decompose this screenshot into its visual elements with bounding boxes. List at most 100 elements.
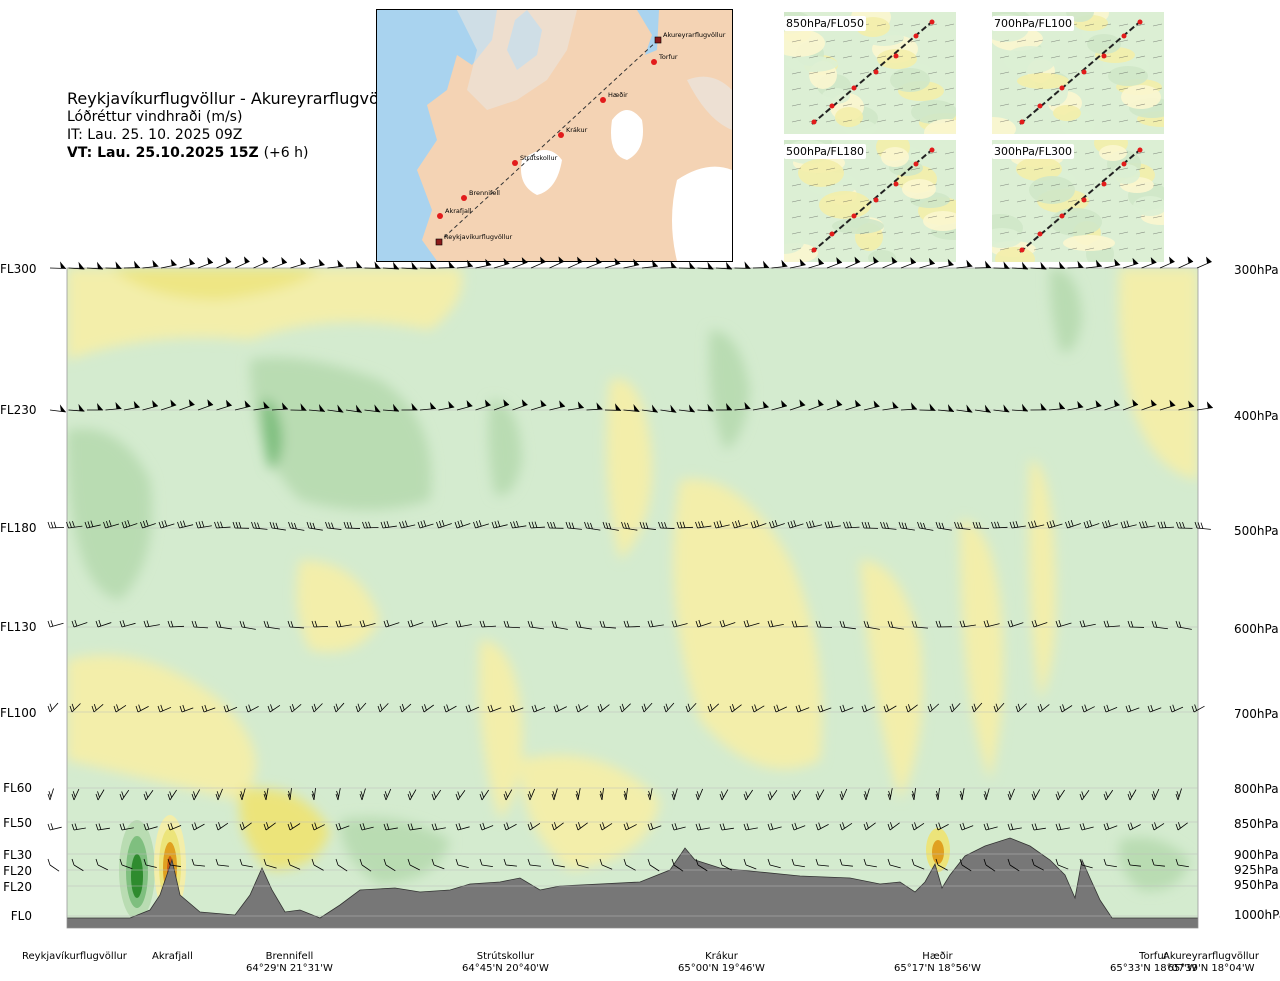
- wind-barb: [1079, 790, 1090, 801]
- wind-barb: [1125, 704, 1140, 713]
- wind-barb: [658, 521, 675, 529]
- wind-barb: [335, 858, 348, 872]
- wind-barb: [311, 703, 323, 713]
- pressure-label: 1000hPa: [1234, 908, 1280, 922]
- wind-barb: [290, 257, 306, 269]
- location-name: Reykjavíkurflugvöllur: [22, 951, 127, 962]
- wind-barb: [510, 520, 527, 529]
- wind-barb: [808, 399, 824, 411]
- wind-barb: [719, 619, 736, 628]
- wind-barb: [191, 620, 208, 629]
- route-point: [1121, 33, 1127, 39]
- wind-barb: [551, 788, 558, 801]
- wind-barb: [167, 789, 177, 801]
- wind-barb: [887, 788, 893, 801]
- wind-barb: [647, 858, 660, 872]
- wind-barb: [817, 704, 832, 713]
- wind-barb: [773, 704, 788, 713]
- wind-barb: [239, 788, 246, 801]
- wind-barb: [287, 788, 292, 801]
- wind-barb: [575, 858, 589, 869]
- fl-label: FL130: [0, 620, 37, 634]
- wind-barb: [959, 822, 974, 831]
- wind-barb: [71, 823, 86, 831]
- wind-barb: [815, 789, 825, 801]
- route-point: [893, 53, 899, 59]
- wind-barb: [641, 259, 658, 269]
- fl-label: FL0: [10, 909, 32, 923]
- route-point: [829, 231, 835, 237]
- wind-barb: [345, 260, 363, 269]
- wind-barb: [195, 520, 212, 529]
- wind-barb: [359, 858, 372, 872]
- wind-barb: [743, 823, 758, 831]
- wind-barb: [143, 620, 160, 628]
- wind-barb: [359, 620, 376, 628]
- route-point: [873, 197, 879, 203]
- wind-barb: [383, 823, 398, 831]
- wind-barb: [599, 620, 616, 629]
- mini-map-500: 500hPa/FL180: [784, 140, 956, 262]
- wind-barb: [1079, 620, 1096, 628]
- location-name: Akrafjall: [152, 951, 193, 962]
- wind-barb: [707, 703, 720, 713]
- wind-barb: [663, 702, 675, 713]
- wind-barb: [1048, 261, 1066, 269]
- wind-barb: [1159, 256, 1175, 269]
- wind-barb: [551, 858, 565, 868]
- wind-barb: [695, 521, 712, 529]
- wind-barb: [719, 858, 732, 871]
- station-label: Strútskollur: [520, 154, 558, 162]
- wind-barb: [719, 789, 729, 801]
- updraft-area: [960, 520, 1004, 780]
- wind-barb: [245, 704, 259, 713]
- wind-barb: [647, 620, 664, 628]
- location-label: Akrafjall: [152, 951, 193, 963]
- wind-barb: [71, 858, 84, 872]
- wind-barb: [900, 257, 917, 269]
- wind-barb: [95, 789, 105, 801]
- wind-barb: [443, 704, 457, 713]
- wind-barb: [911, 788, 916, 801]
- wind-barb: [380, 521, 397, 529]
- wind-barb: [697, 403, 714, 412]
- wind-barb: [695, 619, 712, 628]
- wind-barb: [421, 704, 434, 713]
- wind-barb: [197, 257, 214, 269]
- wind-barb: [105, 261, 122, 269]
- wind-barb: [1120, 520, 1137, 529]
- wind-barb: [197, 399, 214, 411]
- wind-barb: [47, 823, 62, 831]
- updraft-area: [673, 479, 822, 769]
- wind-barb: [311, 788, 316, 801]
- wind-barb: [911, 858, 925, 870]
- wind-barb: [676, 521, 694, 529]
- valid-time-line: VT: Lau. 25.10.2025 15Z (+6 h): [67, 144, 404, 162]
- wind-barb: [660, 404, 677, 413]
- wind-barb: [267, 704, 281, 713]
- wind-barb: [787, 520, 804, 529]
- route-point: [1037, 103, 1043, 109]
- wind-barb: [1141, 257, 1157, 269]
- location-name: Torfur: [1139, 951, 1168, 962]
- wind-barb: [882, 401, 899, 411]
- wind-barb: [1065, 519, 1081, 529]
- wind-barb: [157, 704, 172, 713]
- wind-barb: [438, 260, 455, 269]
- wind-barb: [927, 703, 940, 713]
- wind-barb: [95, 858, 109, 871]
- wind-barb: [815, 858, 829, 867]
- wind-barb: [808, 257, 824, 269]
- location-label: Strútskollur 64°45'N 20°40'W: [462, 951, 549, 975]
- wind-barb: [1147, 704, 1162, 713]
- wind-barb: [1178, 256, 1194, 269]
- station-label: Torfur: [658, 53, 678, 61]
- pressure-label: 700hPa: [1234, 707, 1279, 721]
- route-point: [913, 33, 919, 39]
- wind-barb: [288, 521, 305, 531]
- wind-barb: [769, 519, 785, 529]
- wind-barb: [399, 520, 416, 529]
- wind-barb: [993, 261, 1010, 269]
- wind-barb: [167, 822, 182, 831]
